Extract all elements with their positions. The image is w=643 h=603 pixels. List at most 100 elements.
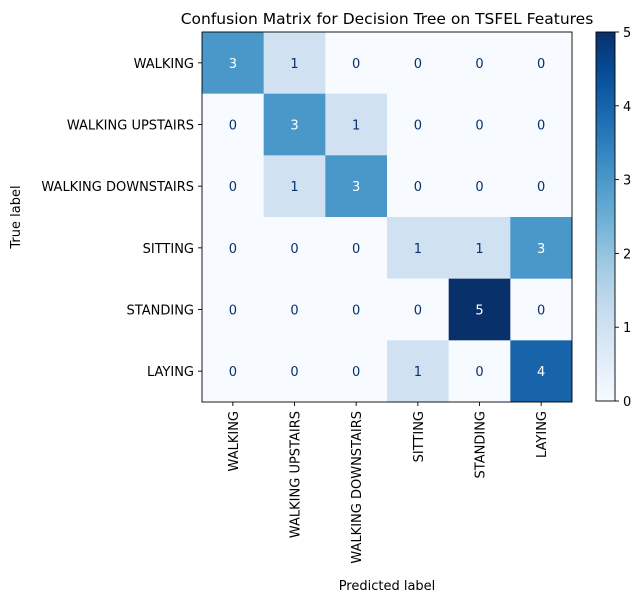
matrix-cell <box>263 278 326 341</box>
y-tick-label: LAYING <box>147 365 194 380</box>
cell-value-label: 0 <box>537 180 545 195</box>
matrix-cell <box>510 217 573 279</box>
y-tick-label: WALKING UPSTAIRS <box>67 119 194 134</box>
cell-value-label: 0 <box>537 57 545 72</box>
y-tick-label: SITTING <box>143 242 194 257</box>
y-tick-label: WALKING DOWNSTAIRS <box>41 180 194 195</box>
cell-value-label: 1 <box>414 365 422 380</box>
matrix-cell <box>325 217 388 279</box>
matrix-cell <box>387 340 449 403</box>
colorbar-tick-label: 4 <box>623 100 631 115</box>
matrix-cell <box>202 278 264 341</box>
cell-value-label: 0 <box>475 119 483 134</box>
y-tick-label: STANDING <box>127 304 194 319</box>
matrix-cell <box>510 340 573 403</box>
matrix-cell <box>263 340 326 403</box>
x-axis-ticks: WALKING WALKING UPSTAIRS WALKING DOWNSTAIR… <box>227 402 550 564</box>
cell-value-label: 3 <box>229 57 237 72</box>
x-tick-label: STANDING <box>474 411 489 478</box>
cell-value-label: 1 <box>290 57 298 72</box>
cell-value-label: 0 <box>537 119 545 134</box>
cell-value-label: 5 <box>475 304 483 319</box>
cell-value-label: 1 <box>475 242 483 257</box>
matrix-cell-labels: 3 1 0 0 0 0 0 3 1 0 0 0 0 1 3 0 0 0 0 0 0 1 1 3 0 0 0 0 5 0 0 0 0 1 0 4 <box>229 57 546 380</box>
cell-value-label: 0 <box>414 304 422 319</box>
matrix-cell <box>448 32 511 94</box>
matrix-cell <box>510 278 573 341</box>
cell-value-label: 0 <box>352 242 360 257</box>
x-tick-label: WALKING <box>227 411 242 471</box>
matrix-cell <box>448 93 511 156</box>
colorbar-tick-label: 2 <box>623 247 631 262</box>
cell-value-label: 0 <box>229 180 237 195</box>
cell-value-label: 0 <box>229 119 237 134</box>
cell-value-label: 0 <box>229 304 237 319</box>
cell-value-label: 0 <box>229 365 237 380</box>
y-axis-label: True label <box>9 185 24 249</box>
matrix-cell <box>387 32 449 94</box>
cell-value-label: 0 <box>414 57 422 72</box>
x-tick-label: LAYING <box>535 411 550 458</box>
cell-value-label: 0 <box>229 242 237 257</box>
cell-value-label: 0 <box>414 119 422 134</box>
matrix-cell <box>263 155 326 218</box>
matrix-cell <box>325 155 388 218</box>
cell-value-label: 0 <box>352 365 360 380</box>
matrix-cell <box>387 278 449 341</box>
cell-value-label: 1 <box>352 119 360 134</box>
cell-value-label: 3 <box>352 180 360 195</box>
x-tick-label: WALKING UPSTAIRS <box>289 411 304 538</box>
matrix-cell <box>448 217 511 279</box>
cell-value-label: 0 <box>475 365 483 380</box>
cell-value-label: 0 <box>290 365 298 380</box>
matrix-cell <box>202 217 264 279</box>
matrix-cell <box>387 217 449 279</box>
cell-value-label: 3 <box>537 242 545 257</box>
matrix-cell <box>448 340 511 403</box>
matrix-cell <box>202 32 264 94</box>
cell-value-label: 1 <box>414 242 422 257</box>
cell-value-label: 0 <box>352 57 360 72</box>
y-tick-label: WALKING <box>134 57 194 72</box>
chart-title: Confusion Matrix for Decision Tree on TS… <box>181 10 594 28</box>
colorbar-tick-label: 1 <box>623 321 631 336</box>
x-tick-label: WALKING DOWNSTAIRS <box>350 411 365 564</box>
matrix-cell <box>202 93 264 156</box>
cell-value-label: 3 <box>290 119 298 134</box>
matrix-cell <box>202 155 264 218</box>
cell-value-label: 1 <box>290 180 298 195</box>
colorbar-tick-label: 3 <box>623 174 631 189</box>
cell-value-label: 0 <box>537 304 545 319</box>
cell-value-label: 0 <box>352 304 360 319</box>
matrix-cell <box>263 93 326 156</box>
cell-value-label: 0 <box>475 57 483 72</box>
cell-value-label: 0 <box>290 304 298 319</box>
colorbar <box>595 31 616 402</box>
matrix-cell <box>387 93 449 156</box>
matrix-cell <box>510 32 573 94</box>
x-axis-label: Predicted label <box>339 579 436 594</box>
matrix-cell <box>325 93 388 156</box>
colorbar-tick-label: 0 <box>623 395 631 410</box>
matrix-cells <box>202 32 573 403</box>
y-axis-ticks: WALKING WALKING UPSTAIRS WALKING DOWNSTAIR… <box>41 57 202 380</box>
matrix-cell <box>202 340 264 403</box>
cell-value-label: 0 <box>290 242 298 257</box>
matrix-cell <box>263 32 326 94</box>
matrix-cell <box>263 217 326 279</box>
matrix-cell <box>448 278 511 341</box>
cell-value-label: 0 <box>414 180 422 195</box>
matrix-cell <box>448 155 511 218</box>
colorbar-ticks: 0 1 2 3 4 5 <box>615 26 631 410</box>
cell-value-label: 4 <box>537 365 545 380</box>
matrix-cell <box>510 155 573 218</box>
colorbar-tick-label: 5 <box>623 26 631 41</box>
matrix-cell <box>510 93 573 156</box>
cell-value-label: 0 <box>475 180 483 195</box>
matrix-cell <box>325 32 388 94</box>
matrix-cell <box>325 278 388 341</box>
matrix-cell <box>387 155 449 218</box>
matrix-cell <box>325 340 388 403</box>
x-tick-label: SITTING <box>412 411 427 462</box>
